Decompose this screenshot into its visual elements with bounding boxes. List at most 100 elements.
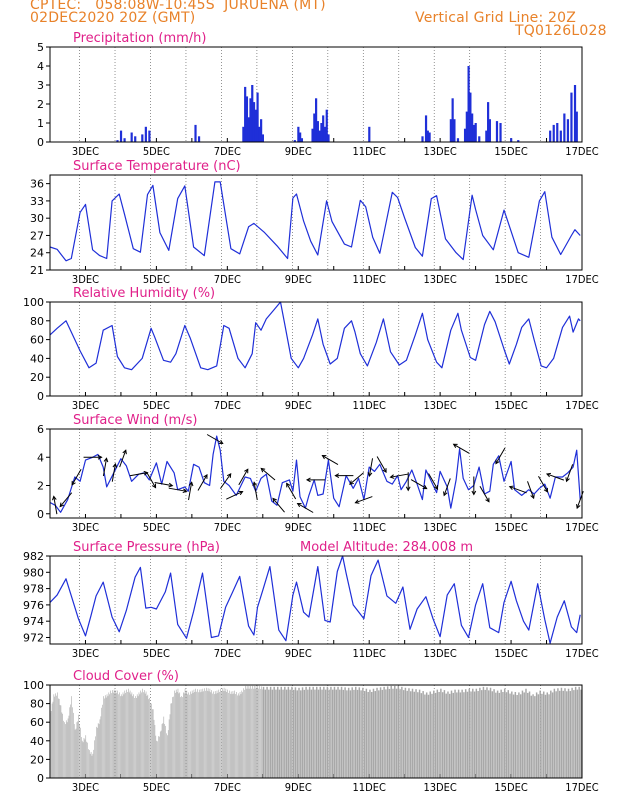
cloud-bar — [116, 693, 118, 778]
x-tick-label: 11DEC — [353, 781, 386, 794]
cloud-bar — [507, 690, 509, 778]
precip-bar — [325, 109, 328, 142]
x-tick-label: 13DEC — [423, 399, 456, 412]
x-tick-label: 17DEC — [565, 399, 598, 412]
precip-bar — [517, 140, 520, 142]
cloud-bar — [527, 692, 529, 778]
cloud-bar — [254, 688, 256, 778]
wind-arrow — [368, 458, 374, 477]
precip-bar — [563, 113, 566, 142]
y-tick-label: 60 — [30, 716, 44, 729]
wind-arrow — [443, 478, 451, 496]
cloud-bar — [57, 698, 59, 778]
cloud-bar — [308, 686, 311, 778]
precip-bar — [141, 134, 144, 142]
cloud-bar — [158, 736, 159, 778]
cloud-bar — [258, 688, 259, 778]
cloud-bar — [90, 751, 92, 778]
cloud-bar — [87, 742, 88, 778]
cloud-bar — [406, 690, 408, 778]
cloud-bar — [194, 691, 196, 778]
cloud-bar — [199, 692, 201, 778]
wind-arrow-head — [305, 477, 311, 483]
precip-bar — [488, 119, 491, 142]
cloud-bar — [159, 736, 160, 778]
cloud-bar — [197, 689, 198, 778]
cloud-bar — [104, 698, 105, 778]
y-tick-label: 36 — [30, 178, 44, 191]
cloud-bar — [239, 691, 241, 778]
wind-arrow-head — [576, 504, 581, 510]
cloud-bar — [276, 686, 279, 778]
cloud-bar — [544, 694, 547, 778]
wind-arrow — [479, 485, 490, 503]
cloud-bar — [395, 688, 398, 778]
cloud-bar — [150, 703, 151, 778]
precip-frame — [49, 46, 583, 143]
x-tick-label: 11DEC — [353, 399, 386, 412]
x-tick-label: 9DEC — [285, 781, 312, 794]
precip-title: Precipitation (mm/h) — [73, 31, 206, 46]
cloud-bar — [214, 691, 216, 778]
cloud-bar — [50, 711, 52, 778]
cloud-bar — [434, 692, 437, 778]
cloud-bar — [167, 735, 168, 778]
cloud-bar — [466, 691, 469, 778]
cloud-bar — [138, 692, 140, 778]
wind-arrow-head — [151, 483, 157, 489]
cloud-bar — [376, 687, 378, 778]
cloud-bar — [369, 689, 371, 778]
cloud-bar — [424, 694, 426, 778]
precip-bar — [130, 132, 133, 142]
wind-arrow — [349, 472, 365, 485]
wind-arrow-head — [565, 477, 570, 483]
cloud-bar — [51, 703, 53, 778]
cloud-bar — [99, 719, 101, 778]
cloud-bar — [146, 695, 148, 778]
cloud-bar — [114, 692, 116, 778]
cloud-bar — [438, 691, 440, 778]
cloud-bar — [132, 696, 134, 778]
cloud-bar — [452, 692, 455, 778]
precip-bar — [495, 121, 499, 142]
cloud-bar — [482, 686, 485, 778]
wind-arrow-head — [112, 462, 118, 468]
y-tick-label: 24 — [30, 247, 44, 260]
precip-bar — [499, 123, 502, 142]
x-tick-label: 17DEC — [565, 647, 598, 660]
wind-arrow — [546, 473, 565, 481]
cloud-bar — [93, 749, 95, 778]
x-tick-label: 11DEC — [353, 521, 386, 534]
cloud-bar — [65, 720, 67, 778]
cloud-bar — [440, 688, 442, 778]
cloud-bar — [220, 688, 221, 778]
precip-bar — [313, 113, 316, 142]
cloud-bar — [140, 690, 142, 778]
cloud-bar — [330, 686, 332, 778]
cloud-bar — [96, 727, 98, 778]
wind-arrow — [219, 473, 232, 489]
cloud-bar — [115, 690, 117, 778]
precip-bar — [300, 138, 304, 142]
wind-arrow — [102, 458, 108, 477]
temperature-title: Surface Temperature (nC) — [73, 159, 241, 174]
cloud-bar — [294, 687, 297, 778]
y-tick-label: 80 — [30, 698, 44, 711]
x-tick-label: 9DEC — [285, 145, 312, 158]
cloud-bar — [253, 685, 255, 778]
cloud-bar — [542, 691, 545, 778]
precip-bar — [368, 126, 371, 142]
cloud-bar — [203, 691, 204, 778]
cloud-bar — [326, 686, 329, 778]
cloud-bar — [231, 694, 233, 778]
cloud-bar — [175, 689, 177, 778]
temperature-panel: Surface Temperature (nC) 21 24 27 30 33 36 3DEC… — [30, 159, 599, 286]
cloud-bar — [397, 685, 400, 778]
x-tick-label: 13DEC — [423, 521, 456, 534]
cloud-bar — [284, 686, 286, 778]
precip-bar — [485, 130, 488, 142]
cloud-bar — [92, 753, 94, 778]
cloud-bar — [358, 687, 361, 778]
cloud-bar — [198, 689, 200, 778]
